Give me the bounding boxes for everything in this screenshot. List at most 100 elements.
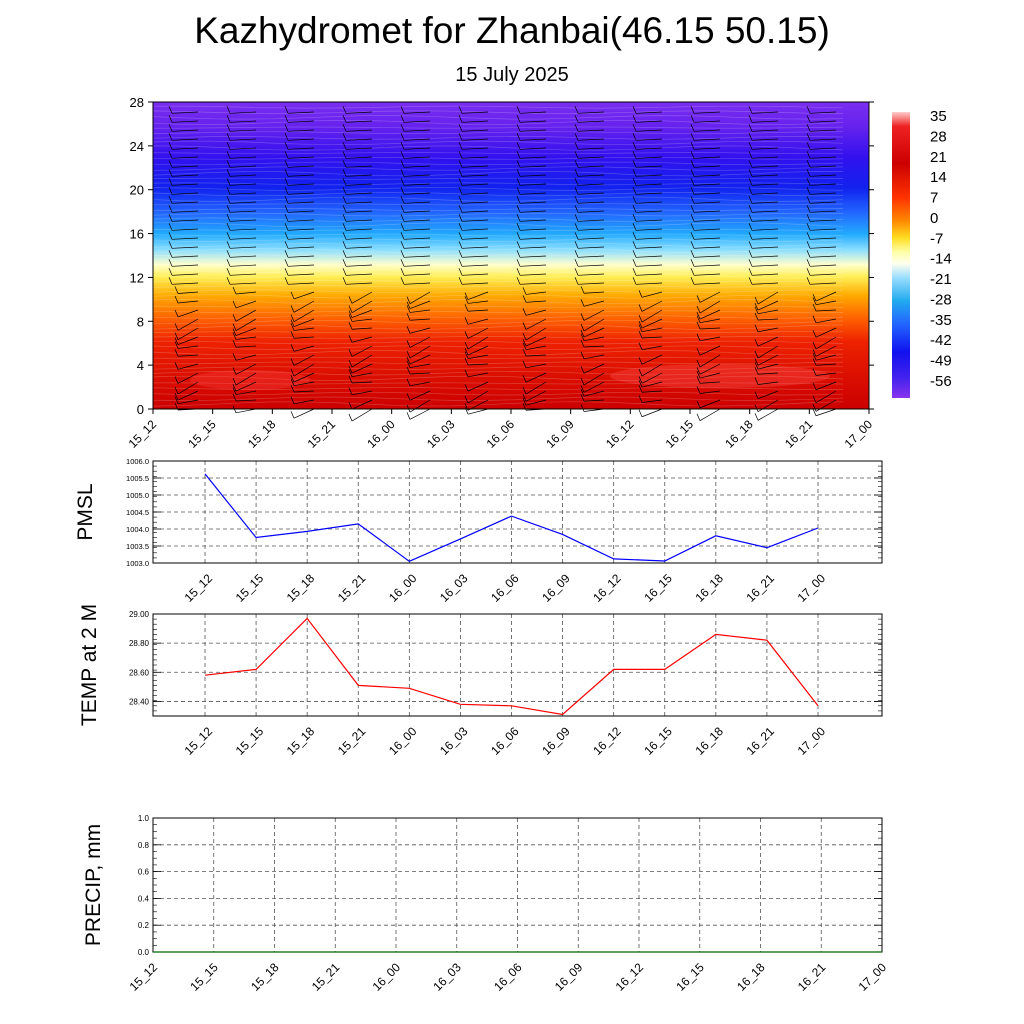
- wind-barb-flag: [342, 160, 347, 168]
- wind-barb: [519, 282, 547, 285]
- wind-barb: [635, 156, 663, 159]
- wind-barb: [345, 174, 373, 177]
- wind-barb-flag: [748, 250, 753, 258]
- wind-barb-flag: [400, 268, 405, 276]
- wind-barb-flag: [806, 115, 811, 123]
- wind-barb-flag: [696, 348, 701, 356]
- wind-barb: [177, 399, 199, 405]
- wind-barb: [351, 300, 373, 313]
- wind-barb: [635, 219, 663, 222]
- wind-barb-flag: [516, 205, 521, 213]
- x-tick-label: 16_06: [484, 417, 518, 451]
- wind-barb-flag: [690, 151, 695, 159]
- wind-barb: [641, 399, 663, 403]
- wind-barb: [757, 345, 779, 359]
- wind-barb: [287, 246, 315, 249]
- wind-barb: [293, 354, 315, 366]
- wind-barb: [815, 354, 837, 361]
- colorbar-label: -28: [930, 291, 952, 308]
- wind-barb-flag: [574, 214, 579, 222]
- wind-barb: [525, 372, 547, 383]
- wind-barb-flag: [290, 358, 295, 366]
- wind-barb: [751, 219, 779, 222]
- wind-barb-flag: [748, 259, 753, 267]
- wind-barb: [171, 183, 199, 186]
- wind-barb: [519, 237, 547, 240]
- wind-barb-flag: [348, 387, 353, 395]
- wind-barb: [699, 372, 721, 379]
- wind-barb-flag: [406, 301, 411, 309]
- wind-barb: [699, 390, 721, 394]
- heatmap-contour: [152, 375, 844, 381]
- wind-barb-flag: [696, 315, 701, 323]
- wind-barb-flag: [342, 178, 347, 186]
- y-tick-label: 28.80: [129, 639, 150, 648]
- x-tick-label: 16_15: [641, 724, 675, 758]
- wind-barb: [287, 237, 315, 240]
- wind-barb-flag: [574, 151, 579, 159]
- wind-barb-flag: [522, 375, 527, 383]
- wind-barb-flag: [290, 314, 295, 322]
- wind-barb-flag: [806, 214, 811, 222]
- wind-barb: [809, 156, 837, 159]
- wind-barb-flag: [174, 392, 179, 401]
- wind-barb-flag: [342, 232, 347, 240]
- wind-barb: [583, 336, 605, 342]
- x-tick-label: 16_09: [539, 724, 573, 758]
- wind-barb: [751, 273, 779, 276]
- wind-barb-flag: [400, 223, 405, 231]
- wind-barb: [409, 318, 431, 321]
- colorbar-label: -7: [930, 230, 943, 247]
- wind-barb: [519, 111, 547, 114]
- wind-barb-flag: [574, 232, 579, 240]
- wind-barb-flag: [168, 187, 173, 195]
- wind-barb-flag: [638, 368, 643, 377]
- wind-barb-flag: [458, 106, 463, 114]
- wind-barb-flag: [638, 342, 643, 350]
- wind-barb-flag: [748, 196, 753, 204]
- wind-barb: [751, 192, 779, 195]
- x-tick-label: 16_12: [613, 960, 647, 994]
- wind-barb: [235, 318, 257, 331]
- wind-barb-flag: [754, 302, 759, 311]
- wind-barb-flag: [290, 344, 295, 352]
- wind-barb: [525, 345, 547, 351]
- wind-barb: [177, 309, 199, 318]
- wind-barb-flag: [406, 356, 411, 365]
- wind-barb: [409, 345, 431, 359]
- wind-barb: [177, 363, 199, 370]
- wind-barb: [809, 228, 837, 231]
- wind-barb-flag: [516, 187, 521, 195]
- wind-barb-flag: [400, 124, 405, 132]
- wind-barb: [403, 246, 431, 249]
- heatmap-contour: [152, 152, 843, 155]
- wind-barb: [635, 138, 663, 141]
- y-tick-label: 4: [137, 358, 144, 373]
- wind-barb: [577, 255, 605, 258]
- wind-barb-flag: [458, 205, 463, 213]
- heatmap-contour: [152, 126, 844, 129]
- wind-barb-flag: [574, 223, 579, 231]
- wind-barb-flag: [406, 340, 411, 348]
- wind-barb-flag: [226, 250, 231, 258]
- wind-barb-flag: [516, 259, 521, 267]
- wind-barb-flag: [580, 366, 585, 374]
- wind-barb: [641, 354, 663, 365]
- wind-barb-flag: [748, 214, 753, 222]
- wind-barb-flag: [632, 169, 637, 177]
- y-tick-label: 1004.5: [126, 508, 149, 517]
- wind-barb-flag: [232, 314, 237, 322]
- wind-barb: [229, 156, 257, 159]
- wind-barb-flag: [226, 115, 231, 123]
- wind-barb: [345, 255, 373, 258]
- wind-barb: [345, 192, 373, 195]
- wind-barb: [287, 147, 315, 150]
- wind-barb: [229, 129, 257, 132]
- wind-barb-flag: [400, 151, 405, 159]
- wind-barb-flag: [226, 124, 231, 132]
- wind-barb: [229, 273, 257, 276]
- wind-barb: [693, 192, 721, 195]
- heatmap-contour: [152, 361, 844, 365]
- wind-barb: [635, 192, 663, 195]
- wind-barb-flag: [226, 268, 231, 276]
